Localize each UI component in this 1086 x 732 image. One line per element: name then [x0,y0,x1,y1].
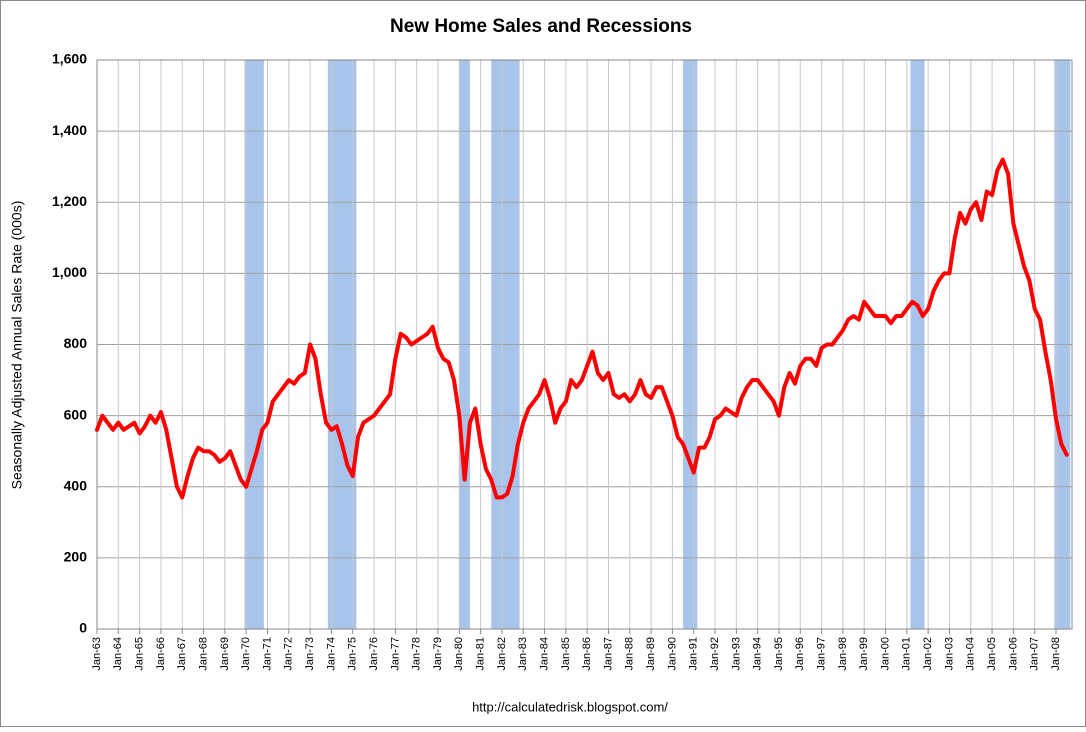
x-tick-label: Jan-66 [155,637,167,671]
x-tick-label: Jan-70 [240,637,252,671]
x-tick-label: Jan-91 [688,637,700,671]
x-tick-label: Jan-99 [858,637,870,671]
x-tick-label: Jan-73 [304,637,316,671]
x-tick-label: Jan-67 [176,637,188,671]
x-tick-label: Jan-84 [538,637,550,671]
x-tick-label: Jan-90 [666,637,678,671]
y-tick-label: 400 [64,477,88,493]
x-tick-label: Jan-82 [496,637,508,671]
x-tick-label: Jan-85 [560,637,572,671]
y-tick-label: 200 [64,549,88,565]
x-tick-label: Jan-63 [91,637,103,671]
x-tick-label: Jan-02 [922,637,934,671]
x-tick-label: Jan-05 [986,637,998,671]
x-tick-label: Jan-07 [1029,637,1041,671]
x-tick-label: Jan-04 [965,637,977,671]
y-tick-label: 1,000 [52,264,87,280]
x-tick-label: Jan-86 [581,637,593,671]
x-tick-label: Jan-72 [283,637,295,671]
y-tick-label: 1,600 [52,51,87,67]
plot-frame [96,59,1073,630]
y-tick-label: 0 [79,620,87,636]
x-tick-label: Jan-80 [453,637,465,671]
x-tick-label: Jan-76 [368,637,380,671]
y-tick-label: 600 [64,406,88,422]
x-tick-label: Jan-96 [794,637,806,671]
x-tick-label: Jan-00 [879,637,891,671]
y-tick-label: 1,200 [52,193,87,209]
x-tick-label: Jan-77 [389,637,401,671]
x-tick-label: Jan-92 [709,637,721,671]
x-tick-label: Jan-74 [325,637,337,671]
x-tick-label: Jan-78 [411,637,423,671]
y-tick-label: 800 [64,335,88,351]
x-tick-label: Jan-03 [943,637,955,671]
x-tick-label: Jan-69 [219,637,231,671]
x-tick-label: Jan-97 [815,637,827,671]
x-tick-label: Jan-01 [901,637,913,671]
x-tick-label: Jan-64 [112,637,124,671]
x-tick-label: Jan-68 [197,637,209,671]
series-line [95,157,1069,500]
x-tick-label: Jan-79 [432,637,444,671]
x-tick-label: Jan-65 [134,637,146,671]
x-tick-label: Jan-71 [261,637,273,671]
x-tick-label: Jan-93 [730,637,742,671]
y-tick-label: 1,400 [52,122,87,138]
x-tick-label: Jan-88 [624,637,636,671]
x-tick-label: Jan-08 [1050,637,1062,671]
x-tick-label: Jan-81 [475,637,487,671]
chart-title: New Home Sales and Recessions [390,16,692,37]
x-tick-label: Jan-95 [773,637,785,671]
x-tick-label: Jan-83 [517,637,529,671]
x-tick-label: Jan-06 [1007,637,1019,671]
x-tick-label: Jan-87 [602,637,614,671]
x-tick-label: Jan-75 [347,637,359,671]
x-tick-label: Jan-98 [837,637,849,671]
x-tick-label: Jan-94 [752,637,764,671]
x-tick-label: Jan-89 [645,637,657,671]
y-axis-label: Seasonally Adjusted Annual Sales Rate (0… [9,201,25,490]
source: http://calculatedrisk.blogspot.com/ [472,699,668,714]
